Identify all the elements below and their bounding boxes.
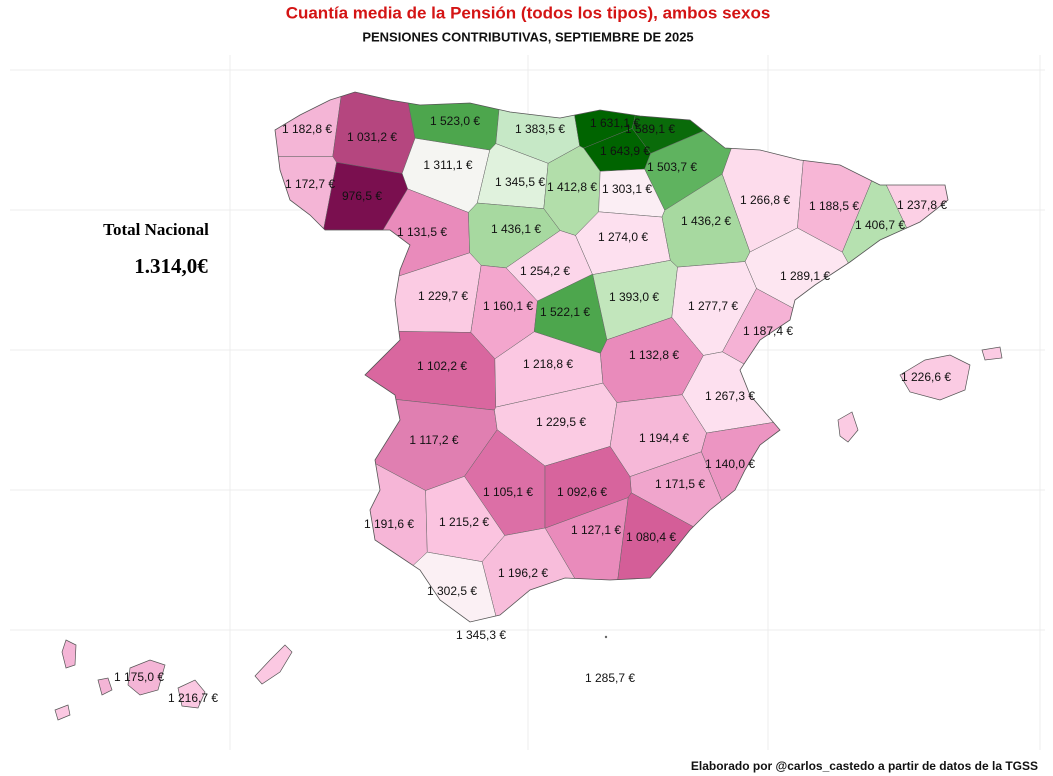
island [837,411,859,443]
island [981,346,1003,361]
province-area [275,92,346,157]
province-value: 1 216,7 € [168,691,218,705]
island [177,679,206,709]
subtitle: PENSIONES CONTRIBUTIVAS, SEPTIEMBRE DE 2… [362,29,693,44]
province-value: 1 117,2 € [409,433,458,447]
island [97,677,113,696]
island [61,639,77,669]
island [899,354,971,401]
province-value: 1 160,1 € [483,299,533,313]
province-value: 1 643,9 € [600,144,650,158]
province-value: 1 406,7 € [855,218,905,232]
province-value: 1 303,1 € [602,182,652,196]
title: Cuantía media de la Pensión (todos los t… [286,3,771,22]
total-label: Total Nacional [103,220,209,239]
province-value: 1 412,8 € [547,180,597,194]
province-value: 1 182,8 € [282,122,332,136]
province-value: 1 132,8 € [629,348,679,362]
province-value: 1 277,7 € [688,299,738,313]
province-value: 1 172,7 € [285,177,335,191]
province-value: 1 196,2 € [498,566,548,580]
province-area [332,92,416,174]
province-value: 1 631,1 € [590,116,640,130]
province-value: 1 383,5 € [515,122,565,136]
labels: 1 182,8 € 1 031,2 € 1 523,0 € 1 383,5 € 1 63… [114,114,951,705]
province-area [609,492,829,622]
province-value: 1 436,1 € [491,222,541,236]
island [127,659,166,696]
islands [54,346,1003,721]
province-value: 1 187,4 € [743,324,793,338]
province-value: 1 522,1 € [540,305,590,319]
province-area [401,92,504,151]
province-value: 1 266,8 € [740,193,790,207]
province-value: 1 127,1 € [571,523,621,537]
province-value: 1 523,0 € [430,114,480,128]
province-value: 1 229,5 € [536,415,586,429]
province-value: 1 254,2 € [520,264,570,278]
province-value: 1 289,1 € [780,269,830,283]
province-value: 1 589,1 € [625,122,675,136]
province-value: 1 175,0 € [114,670,164,684]
province-value: 1 345,3 € [456,628,506,642]
province-value: 1 345,5 € [495,175,545,189]
province-value: 1 092,6 € [557,485,607,499]
province-value: 1 194,4 € [639,431,689,445]
province-value: 1 218,8 € [523,357,573,371]
province-value: 1 274,0 € [598,230,648,244]
province-value: 1 285,7 € [585,671,635,685]
enclave [604,635,608,639]
province-value: 1 229,7 € [418,289,468,303]
province-value: 1 102,2 € [417,359,467,373]
province-value: 1 171,5 € [655,477,705,491]
province-value: 1 188,5 € [809,199,859,213]
province-value: 1 237,8 € [897,198,947,212]
province-value: 1 215,2 € [439,515,489,529]
province-value: 1 436,2 € [681,214,731,228]
province-value: 976,5 € [342,189,382,203]
island [54,704,71,721]
province-value: 1 311,1 € [423,158,472,172]
province-value: 1 140,0 € [705,457,755,471]
province-value: 1 503,7 € [647,160,697,174]
province-value: 1 302,5 € [427,584,477,598]
province-value: 1 080,4 € [626,530,676,544]
credit: Elaborado por @carlos_castedo a partir d… [691,759,1038,773]
province-area [701,412,948,622]
province-value: 1 105,1 € [483,485,533,499]
province-value: 1 226,6 € [901,370,951,384]
province-value: 1 393,0 € [609,290,659,304]
province-value: 1 267,3 € [705,389,755,403]
province-value: 1 191,6 € [364,517,414,531]
total-value: 1.314,0€ [134,254,208,278]
province-value: 1 031,2 € [347,130,397,144]
province-value: 1 131,5 € [397,225,447,239]
island [254,644,293,685]
